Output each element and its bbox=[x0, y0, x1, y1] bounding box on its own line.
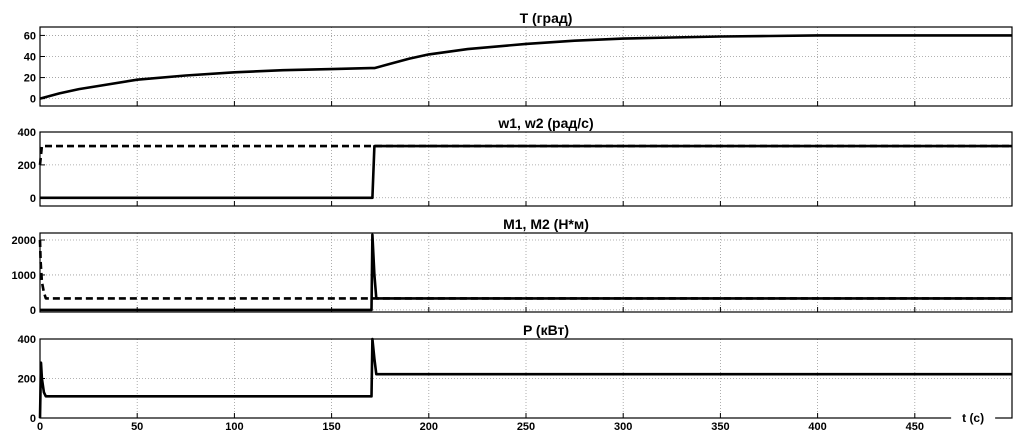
subplot-2: 0 200 400 w1, w2 (рад/с) bbox=[18, 115, 1013, 207]
x-label-bg bbox=[951, 406, 996, 424]
y-tick-label: 0 bbox=[30, 94, 36, 106]
axes-frame bbox=[39, 131, 1013, 207]
x-tick-label: 350 bbox=[711, 421, 729, 430]
x-tick-label: 450 bbox=[906, 421, 924, 430]
y-tick-label: 0 bbox=[30, 305, 36, 317]
series-line-2-dashed bbox=[38, 144, 1012, 166]
axes-frame bbox=[39, 232, 1013, 313]
x-tick-label: 100 bbox=[225, 421, 243, 430]
axes-frame bbox=[39, 26, 1013, 107]
x-tick-label: 50 bbox=[131, 421, 143, 430]
subplot-title: T (град) bbox=[520, 10, 573, 26]
x-tick-label: 0 bbox=[37, 421, 43, 430]
subplot-4: 0 200 400 P (кВт) 0 50 100 150 200 250 300 350 400 45… bbox=[18, 322, 1013, 430]
y-tick-label: 200 bbox=[18, 160, 36, 172]
axes-frame bbox=[39, 338, 1013, 419]
subplot-3: 0 1000 2000 M1, M2 (Н*м) bbox=[12, 216, 1013, 317]
x-tick-label: 300 bbox=[614, 421, 632, 430]
x-tick-label: 250 bbox=[517, 421, 535, 430]
y-tick-label: 0 bbox=[30, 193, 36, 205]
subplot-title: w1, w2 (рад/с) bbox=[497, 115, 593, 131]
y-tick-label: 40 bbox=[24, 51, 36, 63]
y-tick-label: 1000 bbox=[12, 270, 36, 282]
subplot-title: P (кВт) bbox=[523, 322, 569, 338]
subplot-title: M1, M2 (Н*м) bbox=[503, 216, 589, 232]
y-tick-label: 2000 bbox=[12, 235, 36, 247]
y-tick-label: 20 bbox=[24, 73, 36, 85]
series-line-1-solid bbox=[38, 337, 1012, 419]
x-axis-label: t (c) bbox=[962, 411, 984, 425]
x-tick-label: 400 bbox=[808, 421, 826, 430]
y-tick-label: 60 bbox=[24, 30, 36, 42]
y-tick-label: 400 bbox=[18, 127, 36, 139]
y-tick-label: 0 bbox=[30, 413, 36, 425]
series-line-1-solid bbox=[39, 34, 1012, 100]
y-tick-label: 400 bbox=[18, 334, 36, 346]
x-tick-label: 200 bbox=[420, 421, 438, 430]
subplot-1: 0 20 40 60 T (град) bbox=[24, 10, 1013, 107]
x-tick-label: 150 bbox=[322, 421, 340, 430]
y-tick-label: 200 bbox=[18, 374, 36, 386]
